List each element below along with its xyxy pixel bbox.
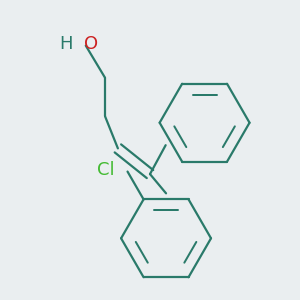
Text: Cl: Cl bbox=[97, 161, 115, 179]
Text: O: O bbox=[84, 35, 98, 53]
Text: H: H bbox=[59, 35, 73, 53]
